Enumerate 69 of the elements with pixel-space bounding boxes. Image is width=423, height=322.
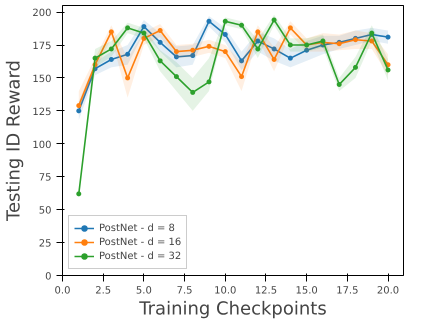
- point: [190, 53, 196, 58]
- point: [304, 48, 310, 53]
- point: [108, 57, 114, 62]
- point: [386, 34, 391, 40]
- point: [255, 38, 260, 44]
- point: [206, 79, 212, 84]
- y-tick-label: 0: [45, 272, 52, 282]
- x-tick-label: 5.0: [136, 286, 152, 296]
- point: [174, 49, 179, 54]
- point: [369, 38, 374, 44]
- y-tick-label: 175: [32, 41, 52, 52]
- point: [272, 17, 277, 22]
- point: [206, 44, 212, 49]
- y-tick-label: 125: [32, 106, 52, 118]
- point: [272, 46, 277, 52]
- x-tick-label: 2.5: [95, 286, 112, 296]
- point: [239, 74, 244, 80]
- point: [255, 46, 260, 52]
- point: [222, 18, 228, 24]
- point: [76, 103, 82, 108]
- point: [158, 40, 163, 45]
- point: [125, 52, 130, 57]
- point: [190, 48, 196, 53]
- x-tick-label: 12.5: [254, 286, 278, 296]
- point: [336, 82, 342, 88]
- point: [92, 56, 98, 61]
- x-tick-label: 10.0: [214, 286, 236, 296]
- point: [206, 18, 212, 24]
- point: [386, 68, 391, 73]
- point: [239, 22, 244, 28]
- x-tick-label: 20.0: [376, 286, 400, 296]
- point: [108, 46, 114, 52]
- y-tick-label: 150: [32, 74, 52, 85]
- point: [352, 64, 358, 70]
- point: [141, 30, 146, 36]
- y-tick-label: 200: [32, 8, 52, 20]
- point: [222, 32, 228, 37]
- x-axis-title: Training Checkpoints: [138, 298, 327, 320]
- point: [255, 29, 260, 34]
- x-tick-label: 0.0: [54, 286, 70, 296]
- point: [108, 29, 114, 34]
- y-tick-label: 25: [38, 238, 52, 250]
- point: [125, 25, 130, 30]
- point: [125, 75, 130, 80]
- legend-label: PostNet - d = 32: [99, 250, 182, 263]
- y-axis-title: Testing ID Reward: [3, 60, 24, 222]
- point: [141, 36, 146, 41]
- y-tick-label: 50: [38, 206, 52, 217]
- point: [76, 108, 82, 114]
- point: [174, 54, 179, 60]
- legend-label: PostNet - d = 8: [99, 222, 175, 235]
- y-tick-label: 75: [38, 172, 52, 184]
- point: [222, 49, 228, 54]
- point: [141, 24, 146, 30]
- point: [272, 57, 277, 62]
- point: [190, 90, 196, 95]
- point: [239, 58, 244, 64]
- point: [158, 28, 163, 34]
- point: [288, 25, 293, 30]
- point: [158, 58, 163, 64]
- legend-label: PostNet - d = 16: [99, 236, 182, 249]
- x-tick-label: 7.5: [176, 286, 193, 296]
- point: [288, 56, 293, 61]
- x-tick-label: 15.0: [296, 286, 318, 296]
- point: [174, 74, 179, 80]
- point: [288, 42, 293, 48]
- y-tick-label: 100: [32, 140, 52, 151]
- x-tick-label: 17.5: [336, 286, 358, 296]
- point: [76, 191, 82, 196]
